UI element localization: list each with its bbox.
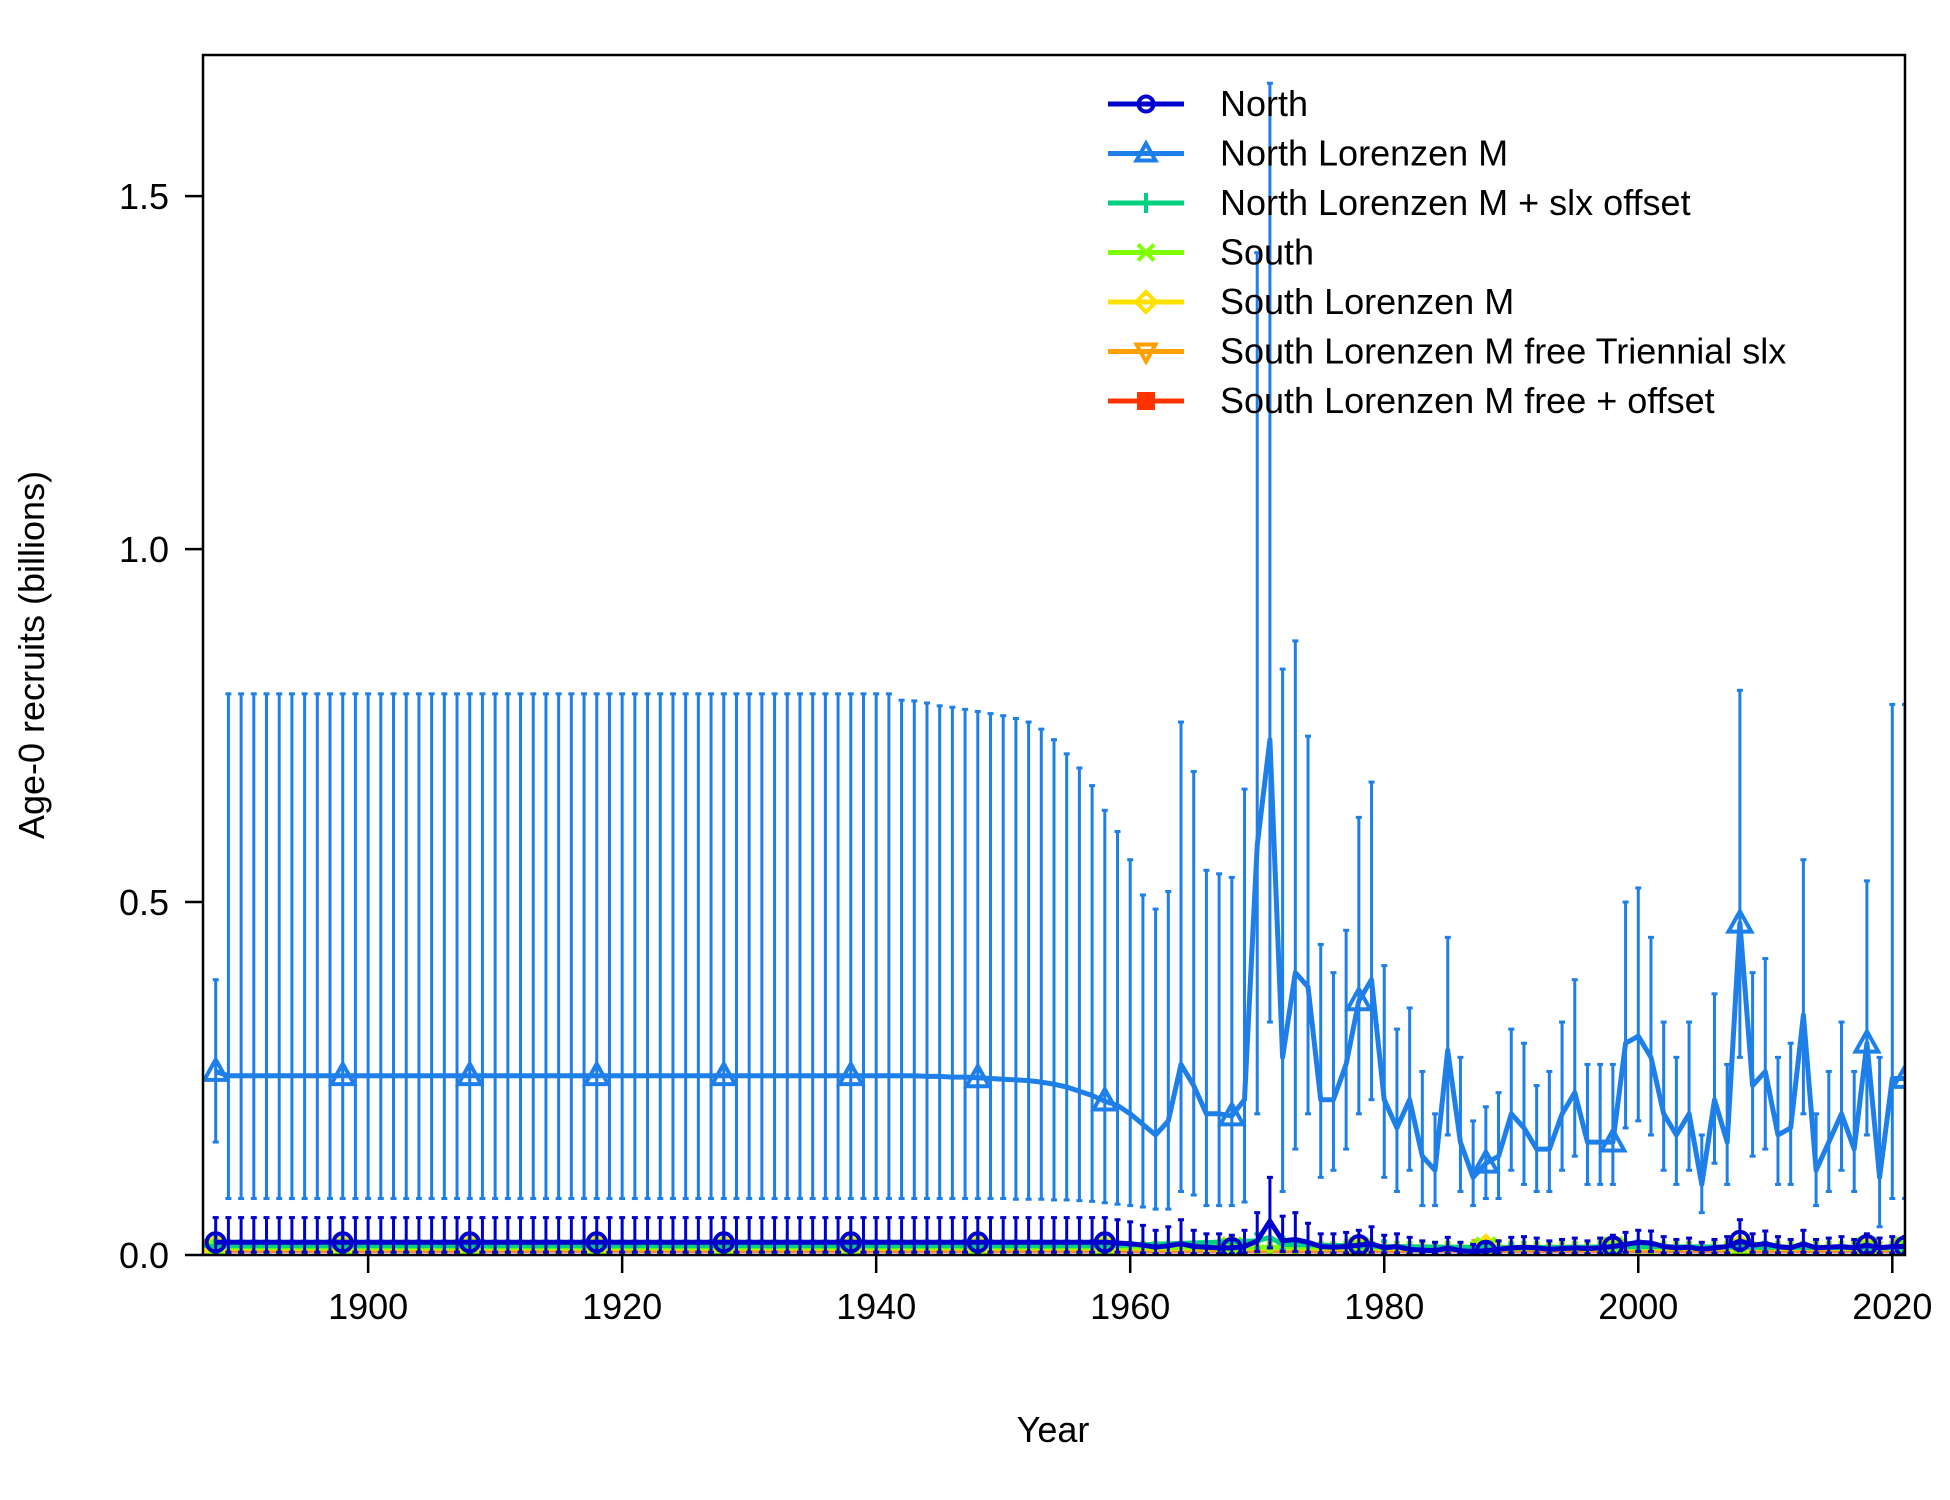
data-point: [962, 1061, 993, 1089]
data-point: [1089, 1085, 1120, 1112]
data-point: [1725, 907, 1755, 934]
legend-item: South Lorenzen M: [1108, 281, 1514, 322]
x-tick-label: 1940: [836, 1286, 916, 1327]
legend-item: North Lorenzen M + slx offset: [1108, 182, 1691, 223]
data-point: [454, 1059, 485, 1087]
legend: North North Lorenzen M North Lorenzen M + …: [1108, 83, 1786, 421]
x-tick-label: 1900: [328, 1286, 408, 1327]
data-point: [204, 1231, 227, 1254]
x-tick-label: 1920: [582, 1286, 662, 1327]
data-point: [1852, 1027, 1882, 1054]
y-axis: 0.0 0.5 1.0 1.5: [119, 176, 203, 1276]
y-tick-label: 1.5: [119, 176, 169, 217]
legend-marker: [1133, 139, 1159, 163]
x-tick-label: 2000: [1598, 1286, 1678, 1327]
data-point: [203, 1055, 231, 1082]
legend-label: North Lorenzen M + slx offset: [1220, 182, 1691, 223]
data-point: [1728, 1229, 1751, 1252]
data-point: [1093, 1231, 1116, 1254]
y-axis-title: Age-0 recruits (billions): [11, 471, 52, 839]
y-tick-label: 0.5: [119, 882, 169, 923]
legend-label: South: [1220, 232, 1314, 273]
legend-label: North: [1220, 83, 1308, 124]
legend-item: South Lorenzen M free + offset: [1108, 380, 1715, 421]
x-axis: 1900 1920 1940 1960 1980 2000 2020: [328, 1255, 1932, 1327]
legend-marker: [1133, 289, 1159, 315]
legend-marker: [1136, 243, 1156, 262]
data-point: [1601, 1235, 1624, 1255]
data-point: [839, 1231, 862, 1254]
data-point: [1471, 1147, 1501, 1174]
y-tick-label: 0.0: [119, 1235, 169, 1276]
legend-item: North: [1108, 83, 1308, 124]
data-point: [1217, 1099, 1247, 1127]
legend-item: South: [1108, 232, 1314, 273]
data-point: [1474, 1239, 1497, 1255]
data-point: [1890, 1062, 1905, 1089]
series-north: [204, 1175, 1905, 1255]
legend-marker: [1136, 94, 1156, 114]
series-north-lorenzen-m: [203, 81, 1905, 1229]
data-point: [712, 1231, 735, 1254]
legend-item: North Lorenzen M: [1108, 133, 1508, 174]
series-line: [214, 737, 1905, 1187]
x-tick-label: 1980: [1344, 1286, 1424, 1327]
y-tick-label: 1.0: [119, 529, 169, 570]
data-point: [1344, 984, 1374, 1012]
data-point: [585, 1231, 608, 1254]
plot-frame: [201, 53, 1907, 1257]
legend-marker: [1137, 392, 1155, 410]
series-layer: [203, 81, 1905, 1255]
data-point: [327, 1059, 358, 1087]
data-point: [581, 1059, 612, 1087]
data-point: [458, 1231, 481, 1254]
data-point: [331, 1231, 354, 1254]
legend-label: South Lorenzen M: [1220, 281, 1514, 322]
legend-item: South Lorenzen M free Triennial slx: [1108, 331, 1786, 372]
legend-label: South Lorenzen M free + offset: [1220, 380, 1715, 421]
x-tick-label: 1960: [1090, 1286, 1170, 1327]
legend-marker: [1133, 342, 1159, 366]
data-point: [1598, 1125, 1628, 1153]
data-point: [708, 1059, 739, 1087]
data-point: [835, 1059, 866, 1087]
data-point: [1894, 1235, 1905, 1255]
x-tick-label: 2020: [1852, 1286, 1932, 1327]
data-point: [966, 1231, 989, 1254]
data-point: [1220, 1236, 1243, 1255]
legend-marker: [1136, 193, 1156, 213]
legend-label: South Lorenzen M free Triennial slx: [1220, 331, 1786, 372]
legend-label: North Lorenzen M: [1220, 133, 1508, 174]
x-axis-title: Year: [1017, 1409, 1090, 1450]
